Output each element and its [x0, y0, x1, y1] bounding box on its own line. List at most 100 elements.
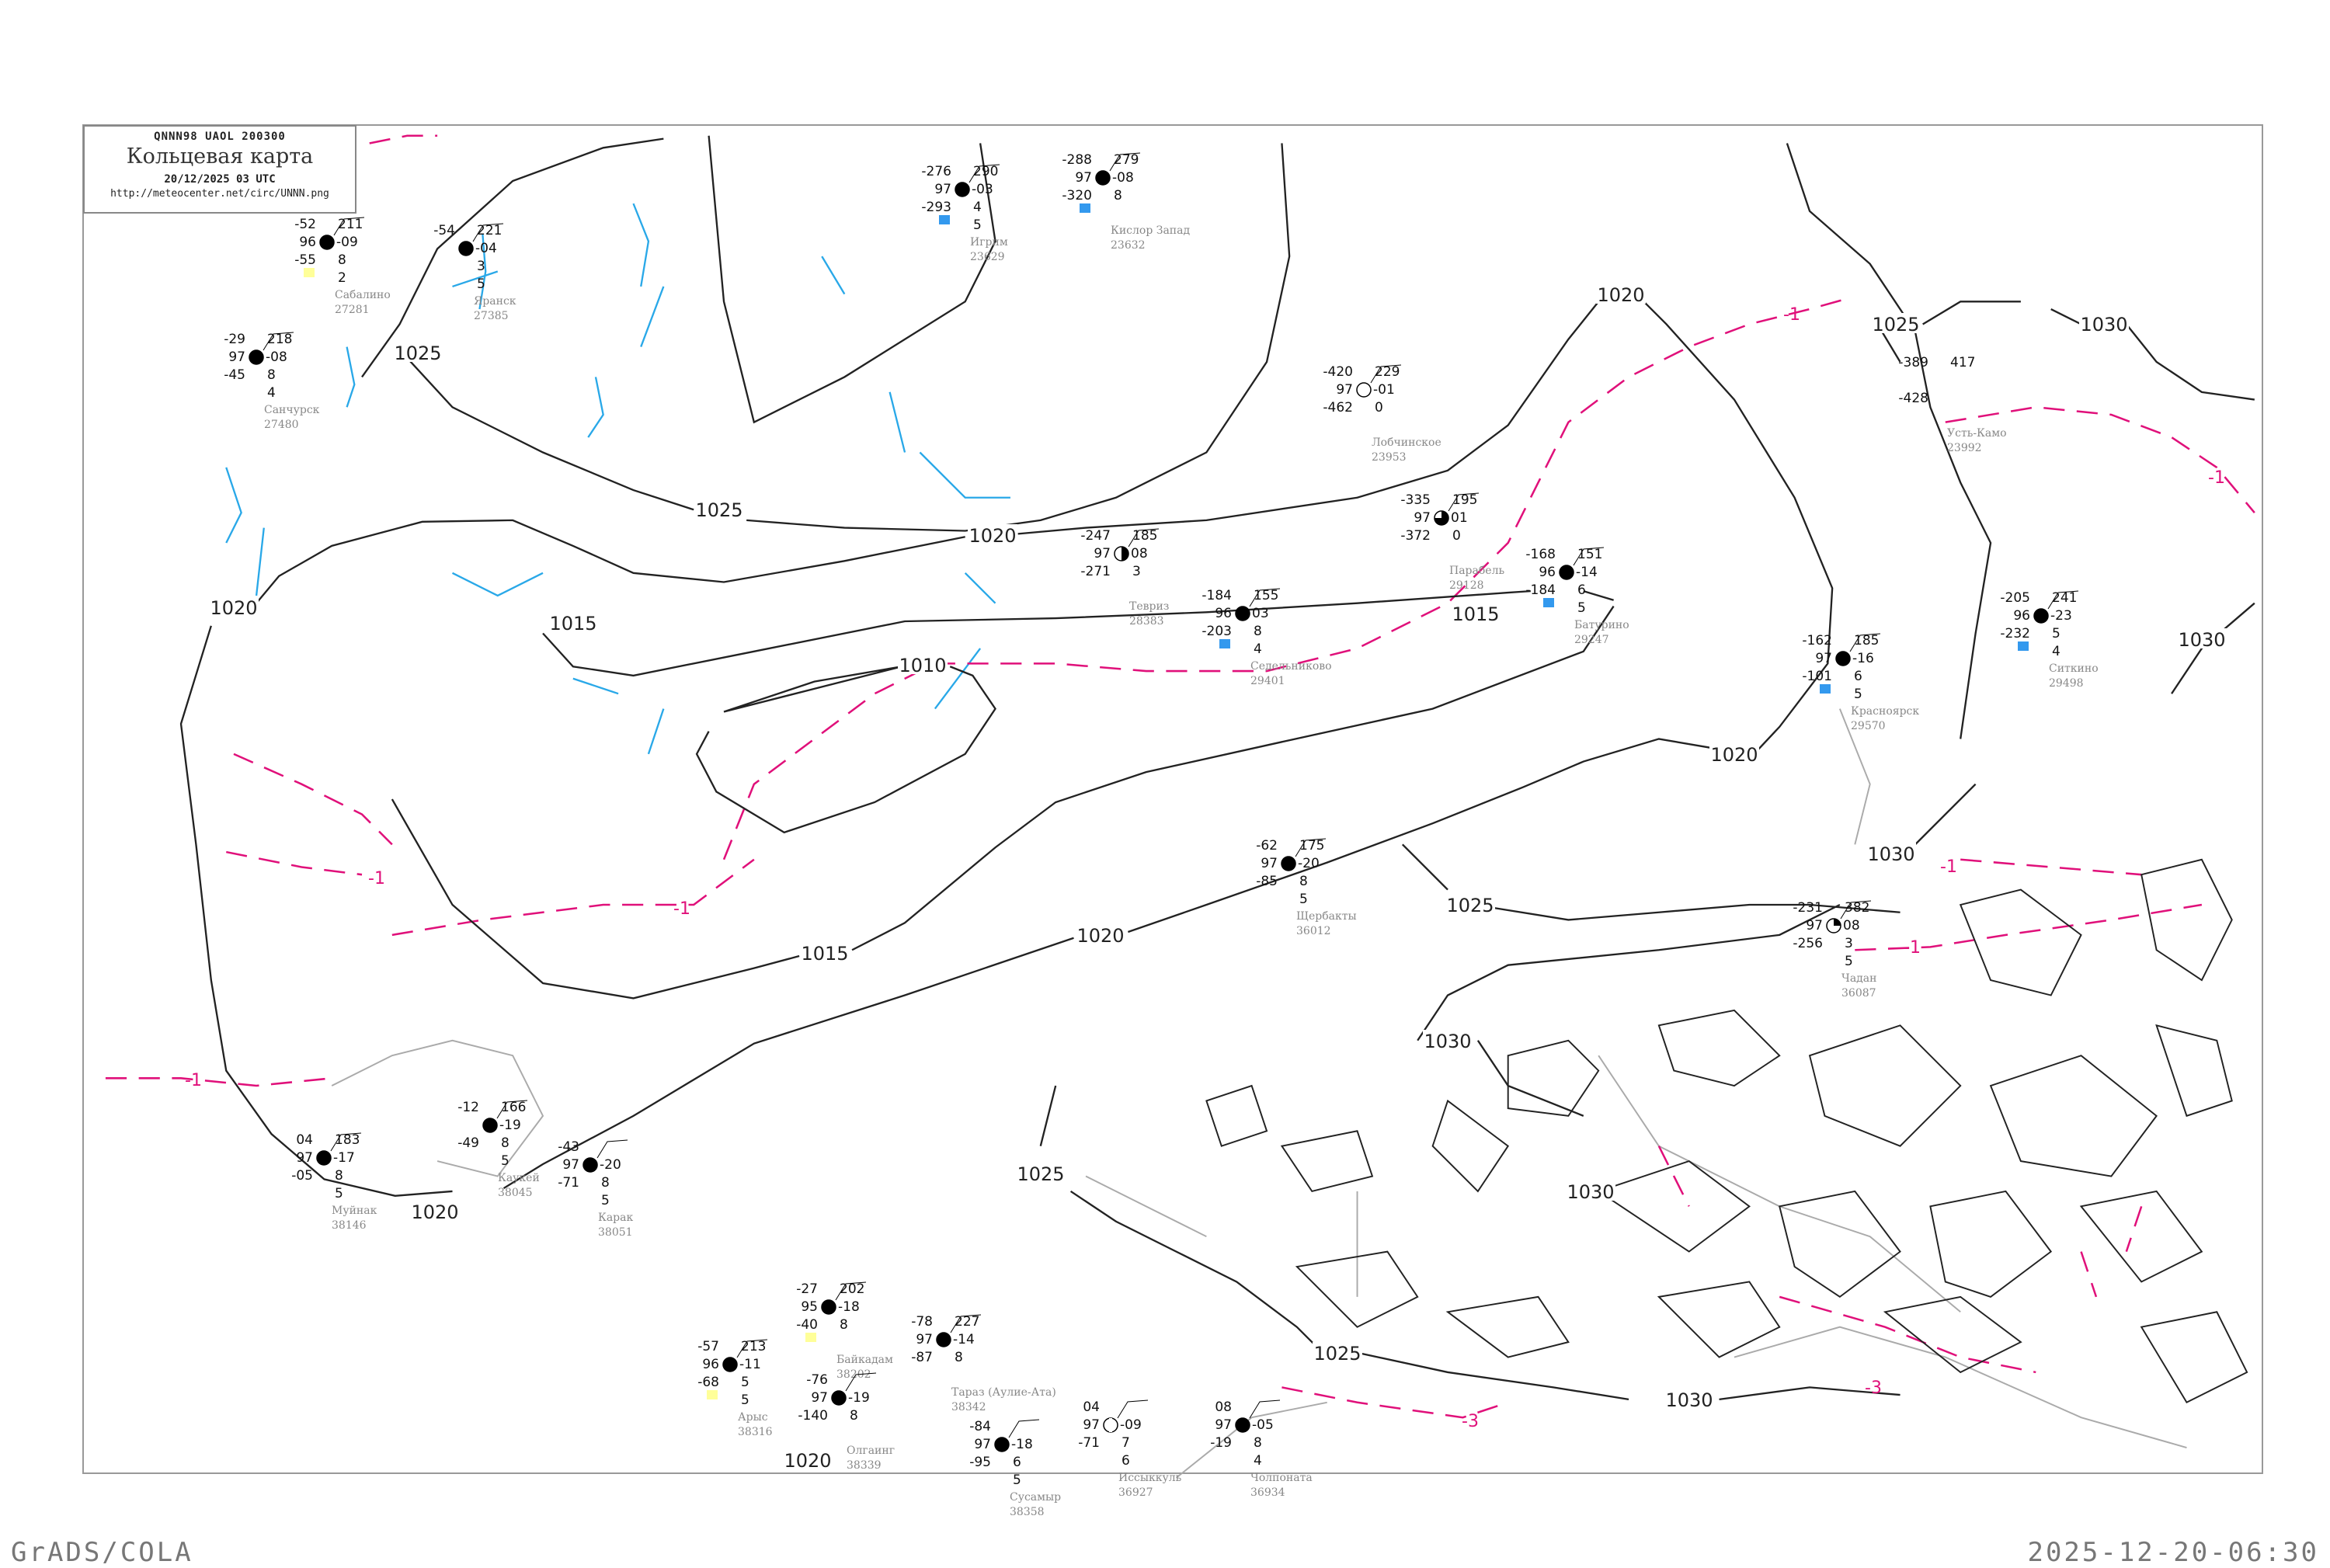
station-value-tl: -288: [1062, 152, 1092, 168]
station-name: Седельниково: [1250, 660, 1332, 673]
station-value-mr: -04: [475, 241, 497, 256]
station-value-mr: -08: [1112, 170, 1134, 186]
wind-barb-icon: [1573, 547, 1605, 566]
rivers: [225, 203, 1010, 755]
wind-barb-icon: [1249, 588, 1281, 607]
station-value-ml: 97: [1815, 651, 1832, 666]
station-value-mr: -23: [2050, 608, 2072, 624]
station-value-tr: 202: [840, 1281, 864, 1297]
station-value-tr: 241: [2052, 590, 2077, 606]
station-id: 38045: [498, 1187, 533, 1199]
station-value-tr: 211: [338, 217, 363, 232]
station-name: Ситкино: [2049, 662, 2099, 675]
station-value-bl: -101: [1802, 669, 1832, 684]
station-value-ml: 97: [1094, 546, 1111, 561]
station-id: 23992: [1947, 442, 1982, 454]
station-id: 38051: [598, 1226, 633, 1239]
station-value-mr: -16: [1852, 651, 1874, 666]
isobar-label: 1025: [1017, 1163, 1064, 1185]
station-value-br: 8: [1299, 874, 1308, 889]
station-value-mr: 03: [1252, 606, 1269, 621]
station-value-br: 0: [1375, 400, 1383, 415]
isotherm-label: -1: [1940, 857, 1957, 877]
station-name: Карак: [598, 1212, 633, 1224]
station-value-tl: -84: [969, 1419, 991, 1434]
station-name: Санчурск: [264, 404, 320, 416]
isotherm-labels: -1 -1 -1 -1 -1 -1 -1 -3 -3: [185, 305, 2225, 1431]
station-value-br2: 2: [338, 270, 346, 286]
wind-barb-icon: [263, 332, 294, 351]
station-value-br: 6: [1013, 1455, 1021, 1470]
station-value-br: 8: [1114, 188, 1122, 203]
station-23632: -288 279 97 -08 -320 8 Кислор Запад 23632: [1062, 152, 1190, 252]
cloud-cover-obscured-icon: [1109, 1418, 1112, 1432]
station-name: Сабалино: [335, 289, 391, 301]
station-value-ml: 97: [228, 349, 245, 365]
station-value-tl: -62: [1256, 838, 1278, 854]
cloud-cover-icon: [1835, 651, 1851, 666]
station-value-bl: -256: [1793, 936, 1823, 951]
wind-barb-icon: [736, 1339, 768, 1358]
station-name: Красноярск: [1851, 705, 1919, 718]
isotherm-label: -1: [1783, 305, 1800, 325]
station-value-tl: -162: [1802, 633, 1832, 648]
station-value-br2: 4: [2052, 644, 2060, 659]
wind-barb-icon: [496, 1100, 528, 1119]
station-value-bl: -68: [697, 1375, 719, 1390]
isobar-label-bg: [1451, 603, 1501, 623]
footer-timestamp: 2025-12-20-06:30: [2027, 1537, 2319, 1568]
station-id: 38146: [332, 1219, 367, 1232]
isobar-label: 1030: [1424, 1031, 1471, 1052]
station-value-tl: -335: [1400, 492, 1431, 508]
wind-barb-icon: [1840, 900, 1872, 920]
station-value-br: 8: [267, 367, 276, 383]
station-name: Каукей: [498, 1172, 540, 1184]
station-value-ml: 96: [2013, 608, 2030, 624]
station-id: 38358: [1010, 1506, 1045, 1518]
isobar-label-bg: [800, 942, 850, 962]
wind-barb-icon: [330, 1132, 362, 1152]
station-value-bl: -49: [457, 1135, 479, 1151]
wind-barb-icon: [1849, 633, 1881, 652]
isobar-label: 1030: [1867, 843, 1914, 865]
isobar-label: 1015: [1452, 603, 1499, 625]
station-28383: -247 185 97 08 -271 3 Тевриз 28383: [1080, 528, 1169, 628]
cloud-cover-icon: [2033, 608, 2049, 624]
isotherm-label: -1: [673, 899, 690, 919]
precipitation-marker-icon: [1080, 203, 1090, 213]
station-value-br: 6: [1577, 582, 1586, 598]
station-value-bl: -85: [1256, 874, 1278, 889]
source-url[interactable]: http://meteocenter.net/circ/UNNN.png: [110, 188, 329, 200]
station-29128: -335 195 97 01 -372 0 Парабель 29128: [1400, 492, 1504, 592]
station-value-tl: -231: [1793, 900, 1823, 916]
isobar-labels: 1025 1025 1020 1020 1015 1010 1015 1020 1020 1020…: [209, 283, 2227, 1472]
station-value-bl: -271: [1080, 564, 1111, 579]
station-value-ml: 97: [916, 1332, 933, 1347]
map-title-box: QNNN98 UAOL 200300 Кольцевая карта 20/12…: [83, 125, 356, 214]
isobar-label: 1010: [899, 655, 946, 676]
coastlines: [331, 708, 2187, 1479]
station-value-tr: 279: [1114, 152, 1139, 168]
station-value-br: 5: [2052, 626, 2060, 641]
station-value-br: 0: [1452, 528, 1461, 544]
cloud-cover-icon: [1235, 606, 1250, 621]
station-name: Игрим: [970, 236, 1008, 249]
station-name: Чолпоната: [1250, 1472, 1313, 1484]
station-value-mr: -18: [838, 1299, 860, 1315]
station-38316: -57 213 96 -11 -68 5 5 Арыс 38316: [697, 1339, 772, 1438]
station-value-tr: 213: [741, 1339, 766, 1354]
station-value-tl: 08: [1215, 1399, 1232, 1415]
station-value-br: 3: [1132, 564, 1141, 579]
geo-layer: [105, 134, 2255, 1479]
station-38358: -84 97 -18 -95 6 5 Сусамыр 38358: [969, 1419, 1061, 1518]
station-value-br2: 5: [973, 217, 982, 233]
station-value-ml: 97: [1336, 382, 1353, 398]
isobar-label-bg: [1664, 1389, 1714, 1409]
isotherm-label: -1: [368, 869, 385, 888]
footer-software-label: GrADS/COLA: [11, 1537, 193, 1568]
station-value-tl: 04: [296, 1132, 313, 1148]
wind-barb-icon: [969, 164, 1000, 183]
station-value-ml: 97: [1806, 918, 1823, 933]
